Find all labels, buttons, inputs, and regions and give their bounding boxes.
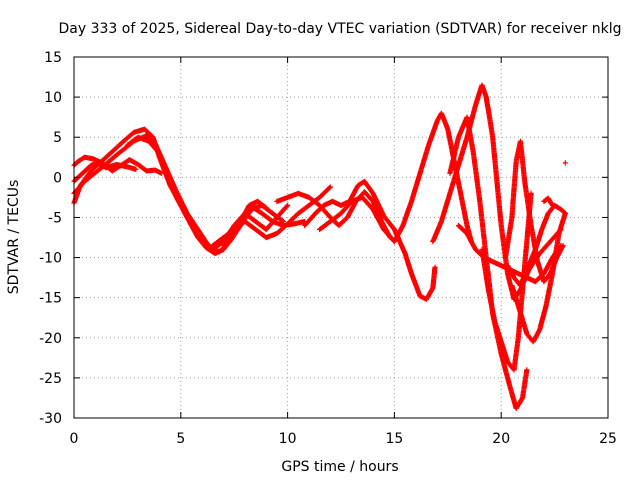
data-markers [302,178,438,302]
data-markers [430,82,564,302]
series-arc-15 [479,190,534,373]
y-tick-label: -15 [39,291,62,307]
series-arc-9 [302,178,438,302]
data-markers [317,194,397,245]
y-tick-label: -25 [39,371,62,387]
y-tick-label: -30 [39,411,62,427]
data-markers [509,210,568,345]
series-arc-12 [430,82,564,302]
y-tick-label: 0 [53,170,62,186]
data-markers [220,205,308,249]
series-arc-5 [124,134,269,257]
data-markers [541,195,556,208]
data-markers [502,138,566,285]
chart-title: Day 333 of 2025, Sidereal Day-to-day VTE… [59,21,622,37]
x-tick-label: 10 [279,431,297,447]
data-markers [71,133,286,255]
y-tick-label: 5 [53,130,62,146]
x-tick-label: 25 [599,431,617,447]
plot-frame [73,56,609,419]
axis-ticks [73,56,609,419]
y-tick-label: -20 [39,331,62,347]
y-axis-title: SDTVAR / TECUs [6,180,22,295]
data-markers [562,160,568,166]
series-arc-10 [317,194,397,245]
series-arc-19 [541,195,556,208]
data-points [71,82,568,411]
y-tick-label: -5 [48,210,62,226]
x-tick-label: 15 [385,431,403,447]
y-tick-label: 15 [44,50,62,66]
data-markers [124,134,269,257]
y-tick-label: -10 [39,251,62,267]
tick-labels: 0 5 10 15 20 25 -30 -25 -20 -15 -10 -5 0 5 10 15 [39,50,617,447]
x-tick-label: 0 [70,431,79,447]
y-tick-label: 10 [44,90,62,106]
series-arc-16 [502,138,566,285]
series-arc-20 [562,160,568,166]
series-arc-2 [71,133,286,255]
x-tick-label: 20 [492,431,510,447]
series-arc-17 [509,210,568,345]
x-axis-title: GPS time / hours [281,459,398,475]
series-arc-7 [220,205,308,249]
x-tick-label: 5 [176,431,185,447]
data-markers [479,190,534,373]
